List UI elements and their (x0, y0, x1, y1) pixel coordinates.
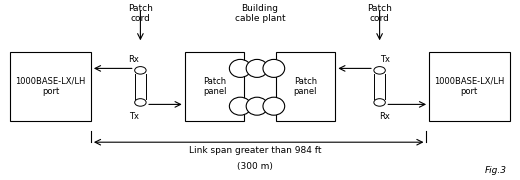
Text: Rx: Rx (380, 112, 391, 121)
Ellipse shape (374, 99, 385, 106)
Text: Link span greater than 984 ft: Link span greater than 984 ft (189, 146, 321, 155)
Text: Building
cable plant: Building cable plant (235, 4, 285, 23)
Text: Tx: Tx (380, 55, 389, 64)
Text: 1000BASE-LX/LH
port: 1000BASE-LX/LH port (16, 77, 86, 96)
Ellipse shape (246, 59, 268, 77)
Ellipse shape (229, 97, 251, 115)
Bar (185, 52, 244, 121)
Bar (10, 52, 91, 121)
Text: Tx: Tx (129, 112, 139, 121)
Text: Fig.3: Fig.3 (485, 166, 507, 175)
Text: (300 m): (300 m) (237, 162, 272, 171)
Ellipse shape (263, 97, 285, 115)
Ellipse shape (374, 67, 385, 74)
Ellipse shape (135, 67, 146, 74)
Text: Rx: Rx (128, 55, 139, 64)
Text: 1000BASE-LX/LH
port: 1000BASE-LX/LH port (434, 77, 504, 96)
Text: Patch
cord: Patch cord (367, 4, 392, 23)
Bar (429, 52, 510, 121)
Ellipse shape (246, 97, 268, 115)
Ellipse shape (229, 59, 251, 77)
Ellipse shape (263, 59, 285, 77)
Bar (276, 52, 335, 121)
Text: Patch
panel: Patch panel (203, 77, 226, 96)
Ellipse shape (135, 99, 146, 106)
Text: Patch
panel: Patch panel (294, 77, 317, 96)
Text: Patch
cord: Patch cord (128, 4, 153, 23)
